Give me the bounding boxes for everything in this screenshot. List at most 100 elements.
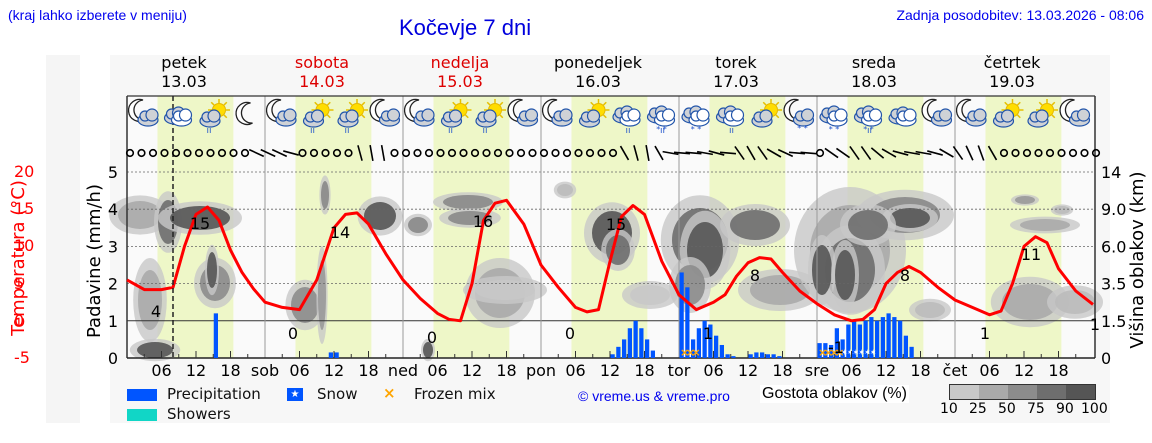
- wind-calm-marker: [1045, 148, 1055, 158]
- cloud-density-area: [557, 184, 573, 196]
- cloud-density-area: [321, 181, 329, 209]
- day-header: sobota 14.03: [262, 53, 382, 91]
- density-swatch: [1008, 385, 1037, 399]
- precipitation-bar: [754, 352, 759, 358]
- precipitation-bar: [725, 354, 730, 358]
- last-updated: Zadnja posodobitev: 13.03.2026 - 08:06: [896, 7, 1144, 23]
- cloud-snow-rain-icon: * *ıı: [646, 105, 676, 136]
- wind-calm-marker: [401, 148, 411, 158]
- moon-icon: [235, 101, 253, 126]
- location-hint: (kraj lahko izberete v meniju): [8, 7, 187, 23]
- hour-label: 12: [186, 361, 206, 380]
- frozen-mix-marker: ×: [686, 346, 695, 359]
- frozen-mix-marker: ×: [680, 346, 689, 359]
- wind-barb: [734, 145, 745, 161]
- svg-text:ıı: ıı: [448, 126, 453, 136]
- precipitation-bar: [875, 320, 880, 358]
- wind-calm-marker: [229, 148, 238, 158]
- sun-cloud-icon: [751, 99, 782, 128]
- wind-barb: [965, 145, 974, 161]
- cloud-icon: [888, 106, 917, 127]
- hour-label: 18: [1048, 361, 1068, 380]
- day-header: ponedeljek 16.03: [538, 53, 658, 91]
- wind-calm-marker: [1034, 148, 1043, 158]
- wind-calm-marker: [183, 148, 192, 158]
- precipitation-bar: [823, 343, 828, 358]
- wind-barb: [860, 145, 872, 161]
- wind-calm-marker: [298, 148, 307, 158]
- precipitation-bar: [748, 354, 753, 358]
- temperature-extreme-label: 14: [330, 223, 350, 242]
- sun-cloud-icon: [578, 99, 610, 128]
- day-short-label: pon: [526, 361, 556, 380]
- density-tick: 50: [998, 401, 1016, 417]
- precipitation-bar: [777, 356, 782, 358]
- svg-text:ıı: ıı: [867, 126, 872, 136]
- precipitation-bar: [334, 352, 339, 358]
- hour-label: 06: [979, 361, 999, 380]
- svg-text:ıı: ıı: [482, 126, 487, 136]
- wind-calm-marker: [482, 148, 491, 158]
- temperature-tick: 20: [14, 162, 35, 181]
- moon-cloud-icon: [921, 98, 953, 127]
- day-name: torek: [715, 53, 757, 72]
- cloud-density-area: [423, 342, 433, 358]
- snow-marker: ✶: [853, 348, 860, 357]
- precipitation-bar: [639, 328, 644, 358]
- precipitation-bar: [691, 339, 696, 358]
- precipitation-tick: 3: [108, 237, 118, 256]
- wind-calm-marker: [321, 148, 330, 158]
- temperature-tick: -5: [14, 348, 30, 367]
- svg-text:* *: * *: [797, 124, 808, 133]
- density-tick: 25: [969, 401, 987, 417]
- day-name: petek: [161, 53, 207, 72]
- temperature-line: [126, 198, 1094, 323]
- day-name: sreda: [851, 53, 897, 72]
- wind-barb: [357, 145, 363, 161]
- moon-cloud-icon: [369, 98, 401, 127]
- precipitation-bar: [840, 339, 845, 358]
- precipitation-legend-label: Precipitation: [167, 385, 261, 403]
- hour-label: 18: [358, 361, 378, 380]
- wind-calm-marker: [1068, 148, 1078, 158]
- cloud-density-area: [138, 270, 162, 330]
- cloud-density-area: [207, 252, 217, 288]
- cloud-rain-icon: ıı: [715, 105, 745, 136]
- snow-marker: ✶: [847, 348, 854, 357]
- precipitation-bar: [650, 350, 655, 358]
- precipitation-bar: [702, 320, 707, 358]
- snow-legend-label: Snow: [317, 385, 358, 403]
- wind-barb: [835, 147, 851, 159]
- day-header: sreda 18.03: [814, 53, 934, 91]
- cloud-density-area: [915, 302, 945, 318]
- precipitation-bar: [685, 287, 690, 358]
- cloud-snow-rain-icon: * *ıı: [853, 105, 883, 136]
- frozen-mix-marker: ×: [835, 346, 844, 359]
- precipitation-swatch: [127, 389, 157, 401]
- wind-calm-marker: [585, 148, 595, 158]
- temperature-extreme-label: 0: [427, 328, 437, 347]
- density-tick: 90: [1056, 401, 1074, 417]
- cloud-density-area: [1002, 284, 1058, 320]
- frozen-mix-icon: ×: [383, 384, 396, 402]
- wind-barb: [915, 150, 932, 156]
- temperature-extreme-label: 8: [900, 266, 910, 285]
- wind-calm-marker: [528, 148, 537, 158]
- cloud-density-area: [448, 211, 492, 225]
- precipitation-bar: [852, 320, 857, 358]
- copyright-link[interactable]: © vreme.us & vreme.pro: [578, 388, 730, 404]
- wind-barb: [881, 148, 897, 158]
- day-header: četrtek 19.03: [952, 53, 1072, 91]
- cloud-density-area: [848, 210, 888, 240]
- precipitation-bar: [627, 328, 632, 358]
- wind-barb: [892, 150, 909, 156]
- precipitation-bar: [213, 313, 218, 358]
- wind-barb: [777, 148, 794, 158]
- temperature-extreme-label: 0: [288, 324, 298, 343]
- svg-text:ıı: ıı: [660, 126, 665, 136]
- day-date: 18.03: [851, 72, 897, 91]
- wind-calm-marker: [1011, 148, 1020, 158]
- cloud-density-area: [137, 342, 173, 358]
- day-short-label: čet: [943, 361, 968, 380]
- wind-barb: [619, 145, 630, 161]
